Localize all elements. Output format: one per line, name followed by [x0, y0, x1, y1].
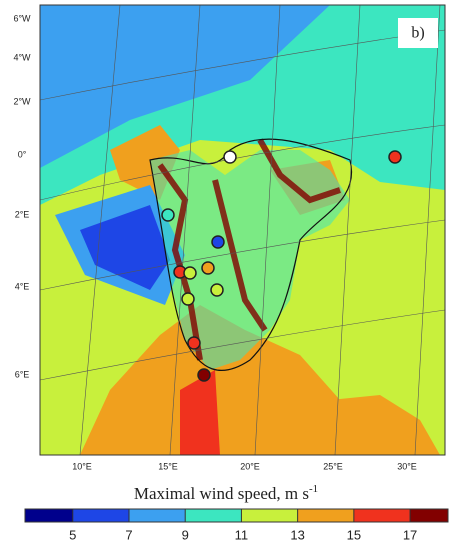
colorbar-segment — [185, 509, 242, 522]
lat-label: 6°E — [15, 369, 30, 379]
lon-label: 30°E — [397, 461, 417, 471]
colorbar: 5 7 9 11 13 15 17 — [24, 508, 449, 542]
colorbar-tick-label: 9 — [182, 527, 189, 542]
panel-label-box — [398, 18, 438, 48]
lat-label: 2°E — [15, 209, 30, 219]
lon-label: 10°E — [72, 461, 92, 471]
lat-label: 4°E — [15, 281, 30, 291]
lon-label: 25°E — [323, 461, 343, 471]
axis-labels: 6°W 4°W 2°W 0° 2°E 4°E 6°E 10°E 15°E 20°E 25°E 30°E — [13, 13, 416, 471]
colorbar-tick-label: 13 — [290, 527, 304, 542]
lat-label: 6°W — [13, 13, 31, 23]
colorbar-tick-label: 11 — [235, 527, 249, 542]
colorbar-segment — [25, 509, 73, 522]
colorbar-tick-label: 17 — [403, 527, 417, 542]
colorbar-frame — [24, 508, 449, 523]
lon-label: 15°E — [158, 461, 178, 471]
lon-label: 20°E — [240, 461, 260, 471]
lat-label: 4°W — [13, 52, 31, 62]
colorbar-tick-label: 7 — [125, 527, 132, 542]
colorbar-title: Maximal wind speed, m s-1 — [134, 483, 318, 503]
stations — [161, 150, 402, 382]
colorbar-tick-label: 15 — [347, 527, 361, 542]
colorbar-title-sup: -1 — [309, 483, 318, 495]
colorbar-segment — [410, 509, 448, 522]
colorbar-tick-label: 5 — [69, 527, 76, 542]
colorbar-segment — [297, 509, 354, 522]
wind-map — [40, 5, 445, 455]
colorbar-segment — [128, 509, 186, 522]
colorbar-segment — [241, 509, 298, 522]
colorbar-title-text: Maximal wind speed, m s — [134, 484, 309, 503]
map-frame — [39, 4, 446, 456]
colorbar-segment — [353, 509, 411, 522]
colorbar-segment — [72, 509, 129, 522]
lat-label: 2°W — [13, 96, 31, 106]
lat-label: 0° — [18, 149, 27, 159]
panel-label: b) — [411, 25, 424, 42]
